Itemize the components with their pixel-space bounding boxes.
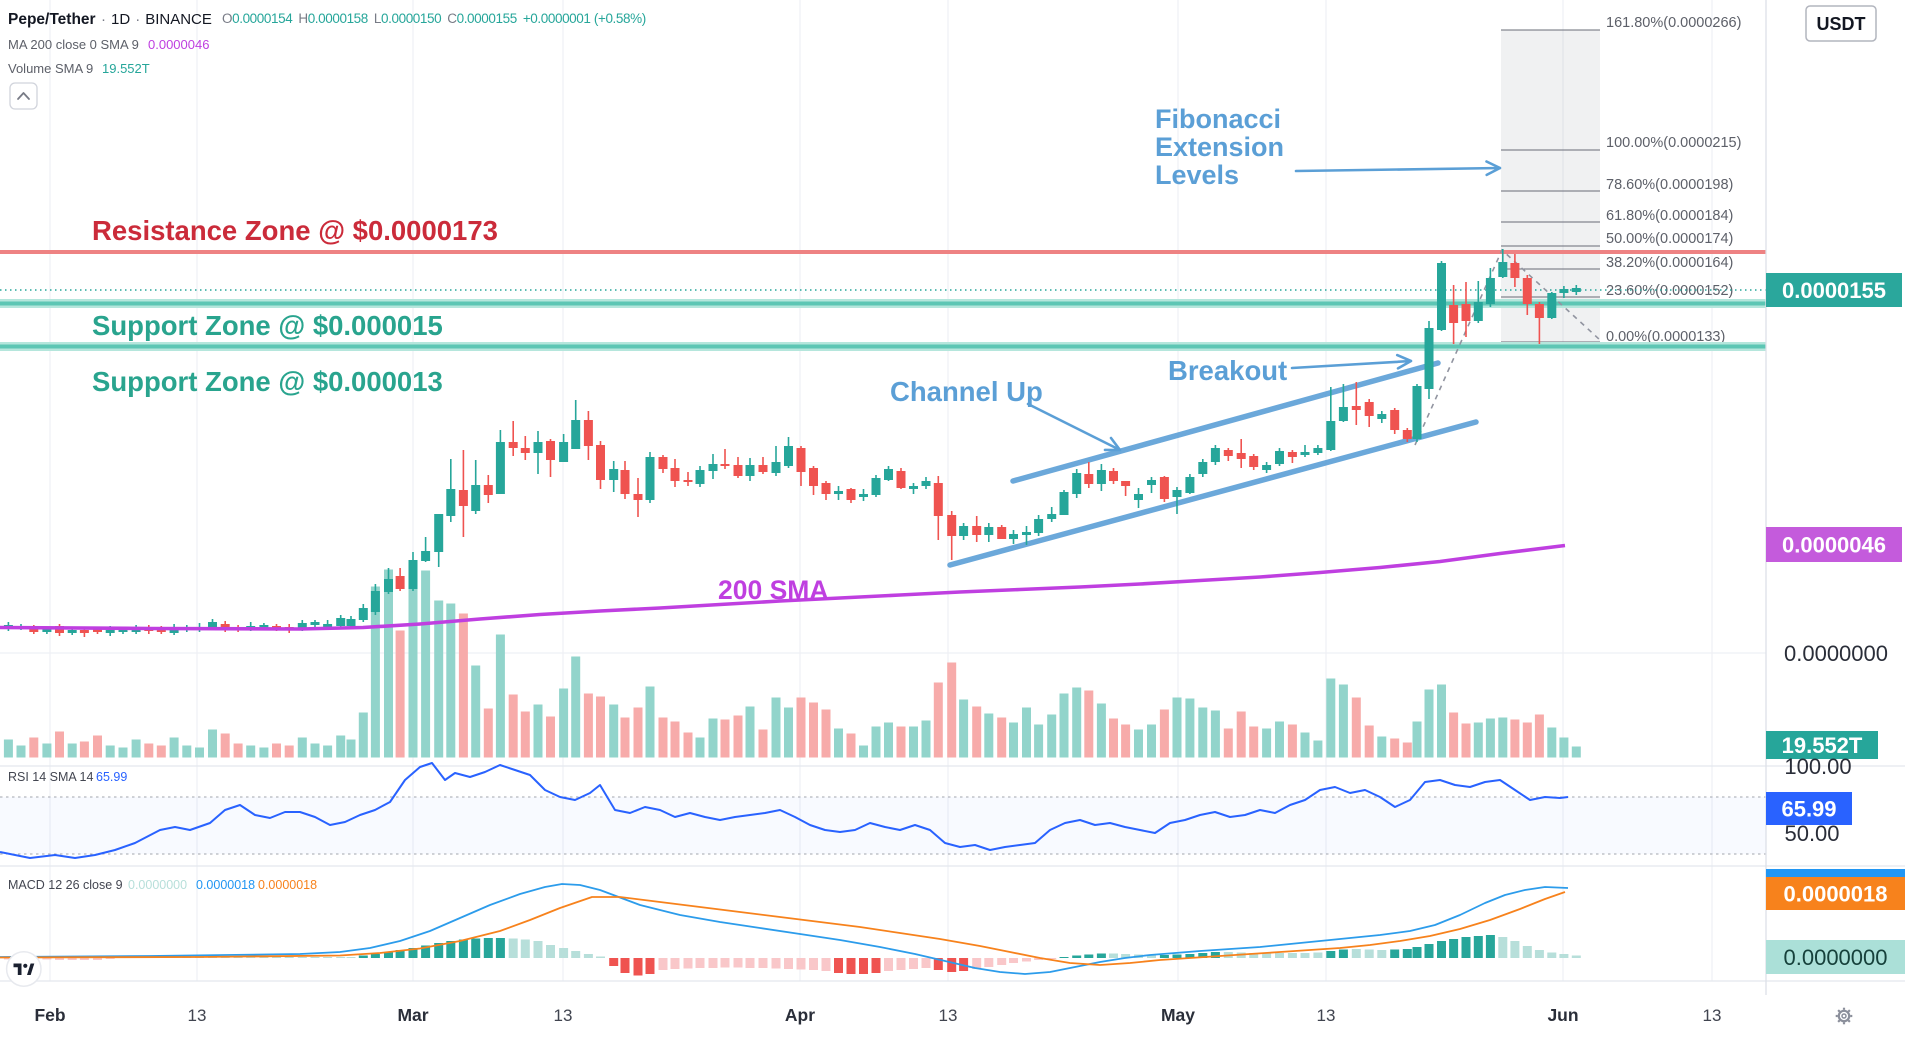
svg-text:Extension: Extension <box>1155 132 1284 162</box>
svg-text:0.0000018: 0.0000018 <box>196 878 255 892</box>
svg-text:100.00%(0.0000215): 100.00%(0.0000215) <box>1606 135 1741 151</box>
svg-text:65.99: 65.99 <box>96 770 127 784</box>
svg-text:Levels: Levels <box>1155 160 1239 190</box>
svg-text:·1D·BINANCE: · 1D · BINANCE <box>101 11 212 28</box>
svg-text:MACD 12 26 close 9: MACD 12 26 close 9 <box>8 878 123 892</box>
svg-text:Breakout: Breakout <box>1168 355 1287 386</box>
svg-text:0.0000000: 0.0000000 <box>128 878 187 892</box>
svg-text:0.00%(0.0000133): 0.00%(0.0000133) <box>1606 329 1725 345</box>
svg-text:Resistance Zone @ $0.0000173: Resistance Zone @ $0.0000173 <box>92 215 498 246</box>
svg-text:May: May <box>1161 1005 1195 1025</box>
svg-text:Fibonacci: Fibonacci <box>1155 104 1281 134</box>
svg-text:Jun: Jun <box>1547 1005 1578 1025</box>
svg-text:100.00: 100.00 <box>1784 754 1851 779</box>
svg-text:Support Zone @ $0.000013: Support Zone @ $0.000013 <box>92 366 443 397</box>
svg-text:Volume SMA 9: Volume SMA 9 <box>8 61 93 76</box>
svg-text:RSI 14 SMA 14: RSI 14 SMA 14 <box>8 770 94 784</box>
svg-text:13: 13 <box>554 1006 573 1025</box>
svg-text:13: 13 <box>188 1006 207 1025</box>
svg-text:13: 13 <box>1317 1006 1336 1025</box>
svg-text:0.0000018: 0.0000018 <box>258 878 317 892</box>
svg-text:23.60%(0.0000152): 23.60%(0.0000152) <box>1606 283 1733 299</box>
svg-text:78.60%(0.0000198): 78.60%(0.0000198) <box>1606 177 1733 193</box>
svg-text:38.20%(0.0000164): 38.20%(0.0000164) <box>1606 255 1733 271</box>
svg-text:0.0000018: 0.0000018 <box>1784 882 1888 907</box>
svg-text:0.0000046: 0.0000046 <box>1782 533 1886 558</box>
svg-text:Support Zone @ $0.000015: Support Zone @ $0.000015 <box>92 310 443 341</box>
svg-text:0.0000046: 0.0000046 <box>148 37 209 52</box>
svg-text:USDT: USDT <box>1817 14 1866 34</box>
svg-text:65.99: 65.99 <box>1781 797 1836 822</box>
svg-text:200 SMA: 200 SMA <box>718 575 828 605</box>
svg-text:0.0000000: 0.0000000 <box>1784 945 1888 970</box>
svg-text:19.552T: 19.552T <box>102 61 150 76</box>
svg-text:61.80%(0.0000184): 61.80%(0.0000184) <box>1606 208 1733 224</box>
svg-text:Mar: Mar <box>397 1005 428 1025</box>
svg-text:0.0000000: 0.0000000 <box>1784 641 1888 666</box>
svg-text:Apr: Apr <box>785 1005 815 1025</box>
svg-text:50.00: 50.00 <box>1784 821 1839 846</box>
svg-text:MA 200 close 0 SMA 9: MA 200 close 0 SMA 9 <box>8 37 139 52</box>
svg-text:Pepe/Tether: Pepe/Tether <box>8 11 96 28</box>
svg-text:19.552T: 19.552T <box>1782 733 1863 758</box>
svg-text:13: 13 <box>939 1006 958 1025</box>
svg-text:0.0000155: 0.0000155 <box>1782 278 1886 303</box>
svg-text:Channel Up: Channel Up <box>890 376 1043 407</box>
svg-text:13: 13 <box>1703 1006 1722 1025</box>
svg-text:161.80%(0.0000266): 161.80%(0.0000266) <box>1606 15 1741 31</box>
svg-text:50.00%(0.0000174): 50.00%(0.0000174) <box>1606 231 1733 247</box>
svg-text:Feb: Feb <box>34 1005 65 1025</box>
